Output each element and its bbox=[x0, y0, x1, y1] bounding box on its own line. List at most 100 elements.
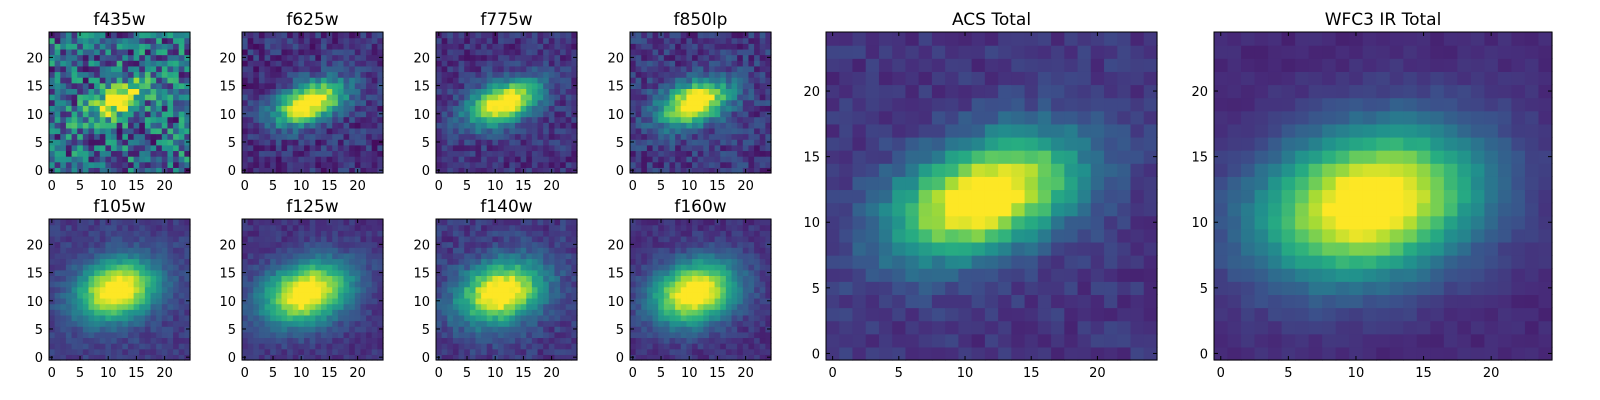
heatmap-cell bbox=[958, 228, 973, 243]
heatmap-cell bbox=[270, 60, 277, 67]
heatmap-cell bbox=[720, 60, 727, 67]
heatmap-cell bbox=[156, 224, 163, 231]
heatmap-cell bbox=[675, 105, 682, 112]
heatmap-cell bbox=[292, 110, 299, 118]
heatmap-cell bbox=[560, 105, 567, 112]
heatmap-cell bbox=[156, 48, 163, 56]
heatmap-cell bbox=[127, 167, 135, 174]
heatmap-cell bbox=[315, 326, 322, 333]
heatmap-cell bbox=[945, 136, 959, 151]
heatmap-cell bbox=[892, 84, 907, 99]
heatmap-cell bbox=[918, 84, 933, 99]
heatmap-cell bbox=[60, 65, 67, 73]
heatmap-cell bbox=[754, 82, 761, 89]
heatmap-cell bbox=[1295, 58, 1310, 72]
heatmap-cell bbox=[714, 43, 721, 50]
heatmap-cell bbox=[658, 161, 665, 168]
heatmap-cell bbox=[1322, 58, 1337, 72]
heatmap-cell bbox=[264, 314, 271, 322]
heatmap-cell bbox=[865, 136, 880, 151]
heatmap-cell bbox=[520, 94, 527, 101]
heatmap-cell bbox=[105, 105, 112, 112]
heatmap-cell bbox=[565, 127, 572, 135]
heatmap-cell bbox=[71, 247, 78, 254]
heatmap-cell bbox=[537, 99, 544, 106]
heatmap-cell bbox=[184, 275, 191, 282]
heatmap-cell bbox=[122, 343, 129, 350]
heatmap-cell bbox=[99, 99, 106, 106]
heatmap-cell bbox=[337, 105, 345, 112]
heatmap-cell bbox=[161, 122, 169, 129]
heatmap-cell bbox=[247, 71, 254, 78]
heatmap-cell bbox=[826, 202, 840, 217]
heatmap-cell bbox=[669, 32, 676, 39]
heatmap-cell bbox=[371, 156, 378, 163]
heatmap-cell bbox=[309, 127, 316, 135]
heatmap-cell bbox=[287, 292, 294, 299]
heatmap-cell bbox=[264, 32, 271, 39]
heatmap-cell bbox=[1254, 45, 1269, 59]
heatmap-cell bbox=[71, 343, 78, 350]
heatmap-cell bbox=[641, 54, 648, 61]
heatmap-cell bbox=[287, 54, 294, 61]
heatmap-cell bbox=[560, 37, 567, 44]
heatmap-cell bbox=[1416, 123, 1431, 138]
heatmap-cell bbox=[1497, 136, 1513, 151]
heatmap-cell bbox=[54, 241, 61, 248]
heatmap-cell bbox=[436, 122, 443, 129]
heatmap-cell bbox=[503, 139, 510, 146]
x-tick-label: 20 bbox=[543, 179, 560, 194]
heatmap-cell bbox=[697, 37, 704, 44]
heatmap-cell bbox=[258, 156, 266, 163]
heatmap-cell bbox=[150, 105, 157, 112]
heatmap-cell bbox=[669, 99, 676, 106]
heatmap-cell bbox=[144, 71, 152, 78]
heatmap-cell bbox=[54, 65, 61, 73]
heatmap-cell bbox=[1143, 320, 1158, 335]
heatmap-cell bbox=[1484, 255, 1499, 269]
heatmap-cell bbox=[287, 320, 294, 327]
heatmap-cell bbox=[326, 60, 333, 67]
heatmap-cell bbox=[292, 37, 299, 44]
heatmap-cell bbox=[486, 94, 493, 101]
heatmap-cell bbox=[878, 136, 893, 151]
heatmap-cell bbox=[1268, 255, 1283, 269]
heatmap-cell bbox=[548, 105, 556, 112]
heatmap-cell bbox=[852, 268, 867, 282]
heatmap-cell bbox=[931, 320, 946, 335]
heatmap-cell bbox=[436, 144, 443, 152]
heatmap-cell bbox=[452, 122, 460, 129]
heatmap-cell bbox=[509, 105, 516, 112]
heatmap-cell bbox=[630, 161, 637, 168]
heatmap-cell bbox=[105, 127, 112, 135]
heatmap-cell bbox=[1457, 32, 1472, 46]
heatmap-cell bbox=[337, 133, 345, 140]
heatmap-cell bbox=[458, 60, 465, 67]
heatmap-cell bbox=[275, 99, 283, 106]
heatmap-cell bbox=[1011, 71, 1026, 86]
heatmap-cell bbox=[669, 71, 676, 78]
heatmap-cell bbox=[242, 331, 249, 339]
heatmap-cell bbox=[878, 202, 893, 217]
heatmap-cell bbox=[360, 71, 367, 78]
heatmap-cell bbox=[178, 150, 185, 157]
x-tick-label: 0 bbox=[629, 179, 637, 194]
heatmap-cell bbox=[554, 94, 561, 101]
heatmap-cell bbox=[1214, 346, 1229, 361]
heatmap-cell bbox=[360, 122, 367, 129]
heatmap-cell bbox=[680, 144, 687, 152]
heatmap-cell bbox=[1241, 307, 1256, 322]
heatmap-cell bbox=[144, 82, 152, 89]
heatmap-cell bbox=[531, 71, 539, 78]
heatmap-cell bbox=[514, 77, 522, 84]
heatmap-cell bbox=[360, 303, 367, 310]
heatmap-cell bbox=[184, 219, 191, 226]
heatmap-cell bbox=[360, 150, 367, 157]
heatmap-cell bbox=[111, 247, 118, 254]
heatmap-cell bbox=[247, 99, 254, 106]
heatmap-cell bbox=[1484, 268, 1499, 282]
heatmap-cell bbox=[94, 292, 101, 299]
heatmap-cell bbox=[184, 331, 191, 339]
heatmap-cell bbox=[360, 43, 367, 50]
heatmap-cell bbox=[133, 337, 140, 344]
